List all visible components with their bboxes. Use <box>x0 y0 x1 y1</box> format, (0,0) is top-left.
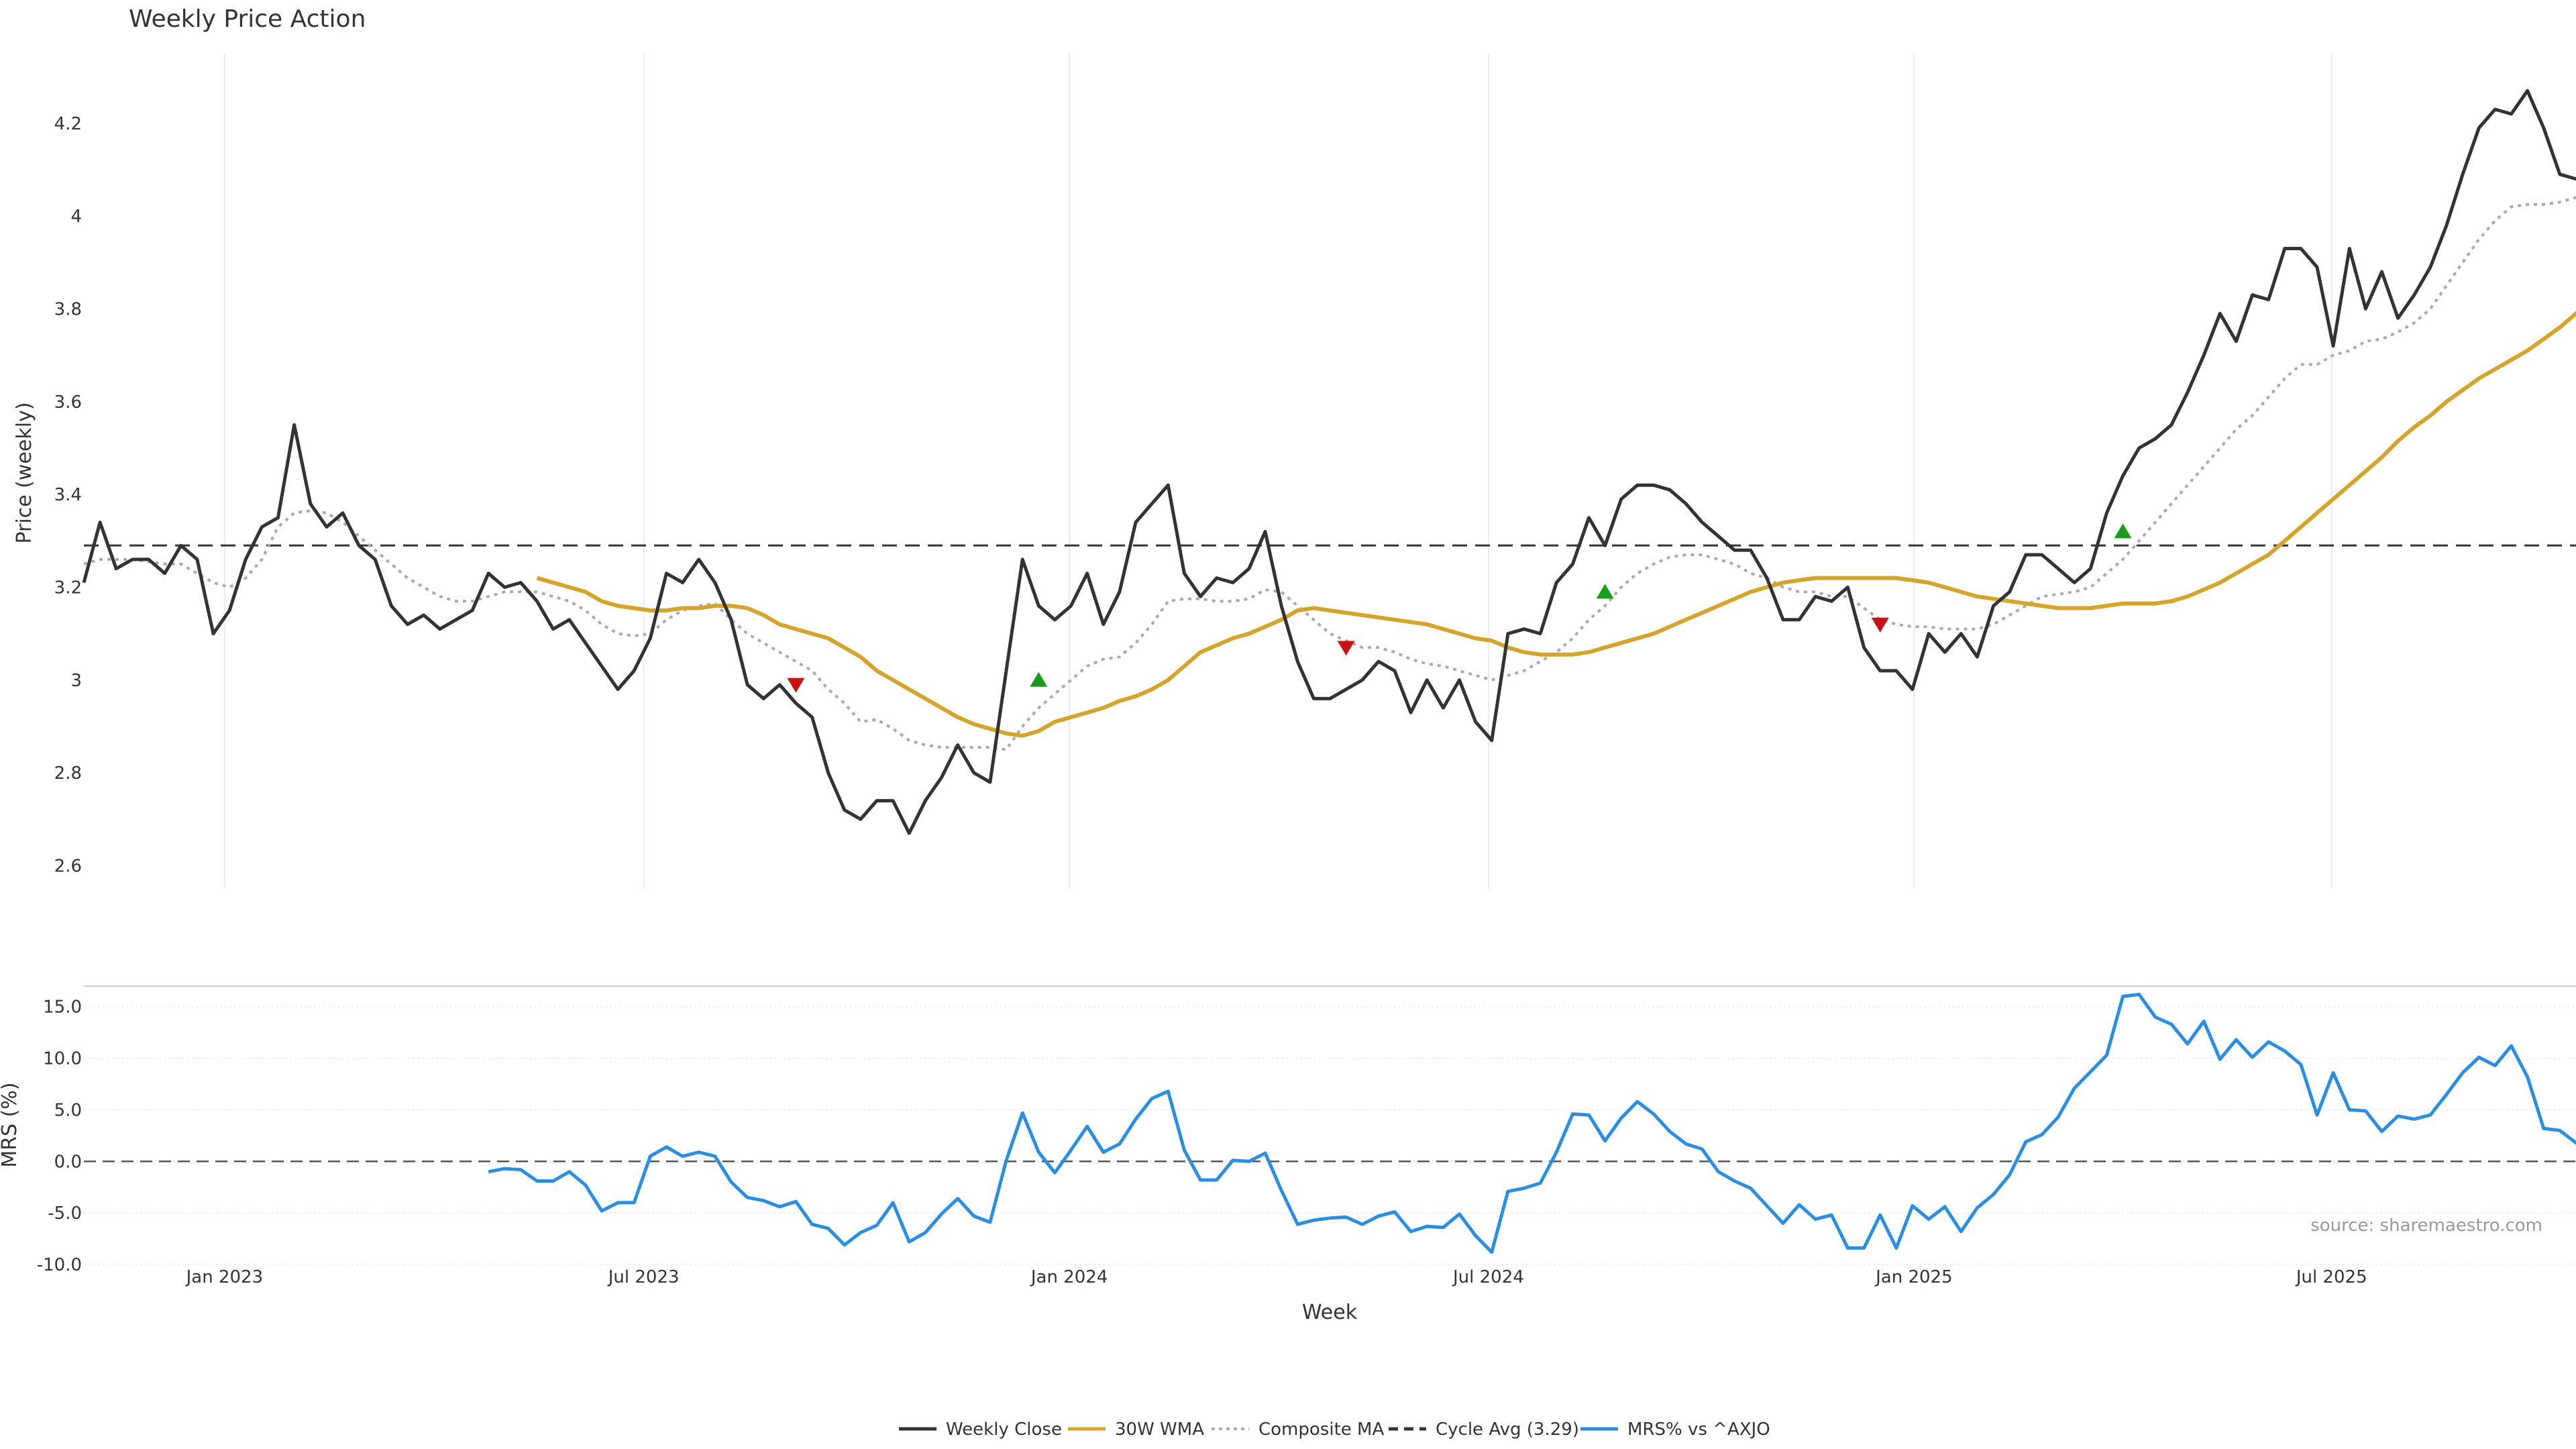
price-y-tick-label: 3.8 <box>54 299 82 319</box>
buy-signal-marker <box>2114 523 2132 539</box>
price-axis-label: Price (weekly) <box>13 402 36 543</box>
buy-signal-marker <box>1030 672 1048 687</box>
sell-signal-marker <box>1871 617 1889 633</box>
x-tick-label: Jul 2025 <box>2295 1267 2367 1287</box>
price-y-tick-label: 4 <box>70 207 82 227</box>
mrs-y-tick-label: 15.0 <box>43 998 82 1018</box>
x-tick-label: Jul 2023 <box>607 1267 680 1287</box>
composite-ma-line <box>83 196 2576 751</box>
mrs-y-ticks: -10.0 -5.0 0.0 5.0 10.0 15.0 <box>37 998 82 1275</box>
legend: Weekly Close 30W WMA Composite MA Cycle Avg… <box>899 1419 1770 1440</box>
x-tick-label: Jan 2024 <box>1030 1267 1108 1287</box>
mrs-y-tick-label: -10.0 <box>37 1255 82 1275</box>
sell-signal-marker <box>1337 641 1355 656</box>
weekly-close-line <box>82 89 2576 835</box>
legend-label: MRS% vs ^AXJO <box>1627 1419 1770 1440</box>
price-y-tick-label: 2.6 <box>54 856 82 876</box>
price-y-tick-label: 3 <box>70 671 82 691</box>
price-y-ticks: 2.6 2.8 3 3.2 3.4 3.6 3.8 4 4.2 <box>54 114 82 877</box>
source-note: source: sharemaestro.com <box>2310 1216 2542 1236</box>
mrs-y-tick-label: -5.0 <box>48 1203 82 1224</box>
x-ticks: Jan 2023 Jul 2023 Jan 2024 Jul 2024 Jan 2025… <box>185 1267 2367 1287</box>
buy-signal-marker <box>1596 584 1614 599</box>
price-y-tick-label: 3.2 <box>54 578 82 598</box>
x-axis-label: Week <box>1302 1301 1358 1324</box>
chart-title: Weekly Price Action <box>129 5 366 33</box>
price-panel-gridlines <box>223 54 2332 889</box>
mrs-line <box>488 992 2576 1254</box>
x-tick-label: Jan 2025 <box>1874 1267 1953 1287</box>
price-y-tick-label: 3.4 <box>54 485 82 505</box>
legend-label: Cycle Avg (3.29) <box>1436 1419 1579 1440</box>
sell-signal-marker <box>787 678 805 693</box>
legend-label: Weekly Close <box>946 1419 1062 1440</box>
price-y-tick-label: 4.2 <box>54 114 82 134</box>
x-tick-label: Jul 2024 <box>1452 1267 1524 1287</box>
mrs-axis-label: MRS (%) <box>0 1082 21 1167</box>
mrs-y-tick-label: 5.0 <box>54 1100 82 1120</box>
mrs-y-tick-label: 0.0 <box>54 1152 82 1172</box>
signal-markers <box>787 523 2132 693</box>
price-y-tick-label: 3.6 <box>54 392 82 413</box>
price-y-tick-label: 2.8 <box>54 763 82 784</box>
legend-label: 30W WMA <box>1115 1419 1204 1440</box>
wma-30w-line <box>536 311 2576 738</box>
mrs-y-tick-label: 10.0 <box>43 1049 82 1069</box>
x-tick-label: Jan 2023 <box>185 1267 264 1287</box>
mrs-panel-gridlines <box>84 1006 2576 1265</box>
legend-label: Composite MA <box>1258 1419 1384 1440</box>
